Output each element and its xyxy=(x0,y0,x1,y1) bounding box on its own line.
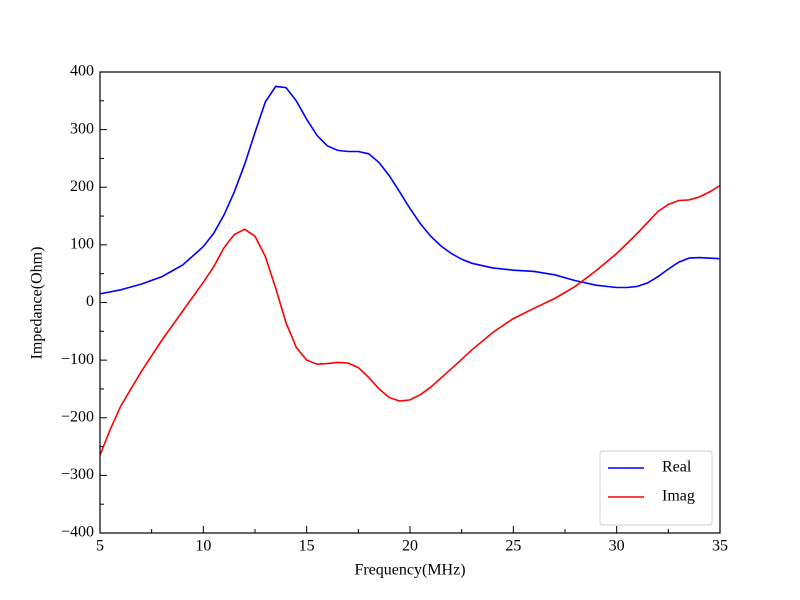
x-tick-label: 10 xyxy=(195,538,211,555)
y-tick-label: 100 xyxy=(70,236,94,253)
data-line xyxy=(99,85,721,295)
x-tick-label: 15 xyxy=(299,538,315,555)
x-tick-label: 35 xyxy=(712,538,728,555)
x-tick-label: 30 xyxy=(609,538,625,555)
y-tick-label: −400 xyxy=(61,524,94,541)
y-tick-label: −200 xyxy=(61,408,94,425)
y-axis-label: Impedance(Ohm) xyxy=(29,247,46,360)
legend-label: Imag xyxy=(662,488,695,505)
y-tick-label: 300 xyxy=(70,120,94,137)
y-tick-label: 400 xyxy=(70,63,94,80)
y-tick-label: −300 xyxy=(61,466,94,483)
x-tick-label: 20 xyxy=(402,538,418,555)
x-tick-label: 25 xyxy=(505,538,521,555)
x-axis-label: Frequency(MHz) xyxy=(354,562,465,579)
y-tick-label: 200 xyxy=(70,178,94,195)
y-tick-label: −100 xyxy=(61,351,94,368)
plot-frame xyxy=(99,71,721,534)
data-line xyxy=(99,184,721,456)
y-tick-label: 0 xyxy=(86,293,94,310)
legend-box xyxy=(599,450,713,526)
x-tick-label: 5 xyxy=(96,538,104,555)
legend-label: Real xyxy=(662,459,692,476)
